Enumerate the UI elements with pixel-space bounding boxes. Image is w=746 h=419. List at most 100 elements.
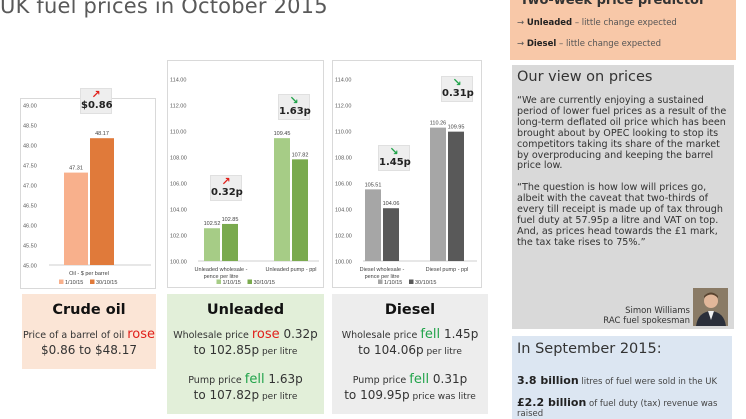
diesel-wholesale-change-label: 1.45p [379, 157, 411, 168]
diesel-pump-change-badge: ↘ 0.31p [441, 76, 474, 102]
our-view-title: Our view on prices [517, 69, 653, 85]
arrow-up-icon: ↗ [221, 175, 231, 188]
y-tick-label: 104.00 [335, 208, 352, 214]
bar [64, 172, 88, 265]
september-stats-box: In September 2015: 3.8 billion litres of… [512, 336, 732, 419]
arrow-up-icon: ↗ [91, 88, 101, 101]
diesel-panel: Diesel Wholesale price fell 1.45p to 104… [332, 294, 488, 414]
bar-value-label: 109.45 [274, 131, 291, 137]
y-tick-label: 45.50 [23, 244, 37, 250]
y-tick-label: 106.00 [170, 182, 187, 188]
bar [365, 189, 381, 261]
fuel-sold-stat: 3.8 billion litres of fuel were sold in … [517, 374, 718, 387]
y-tick-label: 100.00 [335, 260, 352, 266]
bar [204, 228, 220, 261]
price-predictor-box: Two-week price predictor → Unleaded – li… [510, 0, 736, 60]
y-tick-label: 112.00 [335, 104, 351, 110]
bar [430, 127, 446, 262]
y-tick-label: 102.00 [170, 234, 187, 240]
bar-value-label: 48.17 [95, 131, 109, 137]
predictor-diesel-row: → Diesel – little change expected [517, 39, 661, 49]
x-tick-label: pence per litre [204, 274, 239, 280]
legend-swatch [247, 279, 252, 284]
price-predictor-title: Two-week price predictor [520, 0, 706, 8]
y-tick-label: 47.50 [23, 164, 37, 170]
y-tick-label: 104.00 [170, 208, 187, 214]
y-tick-label: 48.00 [23, 144, 37, 150]
x-tick-label: Oil - $ per barrel [69, 271, 109, 277]
y-tick-label: 102.00 [335, 234, 352, 240]
spokesman-name: Simon Williams [625, 306, 690, 316]
legend-label: 1/10/15 [65, 280, 83, 286]
diesel-chart: 100.00 102.00 104.00 106.00 108.00 110.00 112.… [335, 78, 477, 286]
arrow-right-icon: → [517, 39, 525, 49]
bar [448, 131, 464, 261]
y-tick-label: 49.00 [23, 104, 37, 110]
quote-paragraph-1: “We are currently enjoying a sustained p… [517, 95, 727, 172]
legend-label: 30/10/15 [96, 280, 117, 286]
diesel-wholesale-to: to 104.06p per litre [358, 343, 462, 357]
legend-swatch [378, 279, 383, 284]
y-tick-label: 114.00 [170, 78, 186, 84]
crude-oil-panel: Crude oil Price of a barrel of oil rose … [22, 294, 156, 369]
unleaded-heading: Unleaded [206, 302, 285, 318]
bar [292, 159, 308, 261]
page-title: UK fuel prices in October 2015 [0, 0, 328, 18]
crude-oil-change-badge: ↗ $0.86 [80, 88, 113, 114]
bar [90, 138, 114, 265]
crude-oil-range: $0.86 to $48.17 [40, 343, 138, 357]
diesel-heading: Diesel [384, 302, 436, 318]
bar [222, 223, 238, 261]
diesel-wholesale-text: Wholesale price fell 1.45p [341, 327, 479, 342]
unleaded-panel: Unleaded Wholesale price rose 0.32p to 1… [167, 294, 324, 414]
crude-oil-text: Price of a barrel of oil rose [22, 327, 156, 342]
unleaded-wholesale-text: Wholesale price rose 0.32p [173, 327, 318, 342]
arrow-down-icon: ↘ [389, 145, 399, 158]
legend-swatch [90, 279, 95, 284]
x-tick-label: pence per litre [365, 274, 400, 280]
unleaded-pump-change-label: 1.63p [279, 106, 311, 117]
bar [383, 208, 399, 261]
arrow-right-icon: → [517, 18, 525, 28]
y-tick-label: 108.00 [170, 156, 187, 162]
y-tick-label: 100.00 [170, 260, 187, 266]
arrow-down-icon: ↘ [452, 76, 462, 89]
spokesman-photo [693, 288, 728, 326]
y-tick-label: 106.00 [335, 182, 352, 188]
crude-oil-chart-frame: 45.00 45.50 46.00 46.50 47.00 47.50 48.00 48.50… [20, 98, 156, 289]
y-tick-label: 48.50 [23, 124, 37, 130]
september-title: In September 2015: [517, 341, 662, 357]
quote-paragraph-2: “The question is how low will prices go,… [517, 182, 723, 248]
y-tick-label: 114.00 [335, 78, 351, 84]
diesel-wholesale-change-badge: ↘ 1.45p [378, 145, 411, 171]
our-view-quote: “We are currently enjoying a sustained p… [517, 95, 731, 249]
bar-value-label: 109.95 [448, 125, 465, 131]
y-tick-label: 47.00 [23, 184, 37, 190]
y-tick-label: 110.00 [335, 130, 351, 136]
bar-value-label: 102.85 [222, 217, 239, 223]
y-tick-label: 108.00 [335, 156, 352, 162]
bar-value-label: 102.52 [204, 221, 221, 227]
legend-label: 30/10/15 [254, 280, 275, 286]
crude-oil-chart: 45.00 45.50 46.00 46.50 47.00 47.50 48.00 48.50… [23, 104, 151, 286]
bar-value-label: 47.31 [69, 166, 83, 172]
crude-oil-change-label: $0.86 [81, 100, 113, 111]
our-view-box: Our view on prices “We are currently enj… [512, 65, 734, 329]
unleaded-pump-to: to 107.82p per litre [193, 388, 298, 402]
y-tick-label: 46.00 [23, 224, 37, 230]
x-tick-label: Unleaded wholesale - [195, 267, 248, 273]
diesel-pump-change-label: 0.31p [442, 88, 474, 99]
y-tick-label: 46.50 [23, 204, 37, 210]
bar-value-label: 104.06 [383, 201, 400, 207]
legend-swatch [216, 279, 221, 284]
legend-label: 30/10/15 [415, 280, 436, 286]
predictor-unleaded-row: → Unleaded – little change expected [517, 18, 677, 28]
bar [274, 138, 290, 261]
y-tick-label: 112.00 [170, 104, 186, 110]
legend-swatch [59, 279, 64, 284]
duty-revenue-stat: £2.2 billion of fuel duty (tax) revenue … [517, 396, 718, 419]
bar-value-label: 110.26 [430, 121, 446, 127]
unleaded-chart: 100.00 102.00 104.00 106.00 108.00 110.00 112.… [170, 78, 319, 286]
spokesman-role: RAC fuel spokesman [603, 316, 690, 326]
x-tick-label: Unleaded pump - ppl [265, 267, 316, 273]
